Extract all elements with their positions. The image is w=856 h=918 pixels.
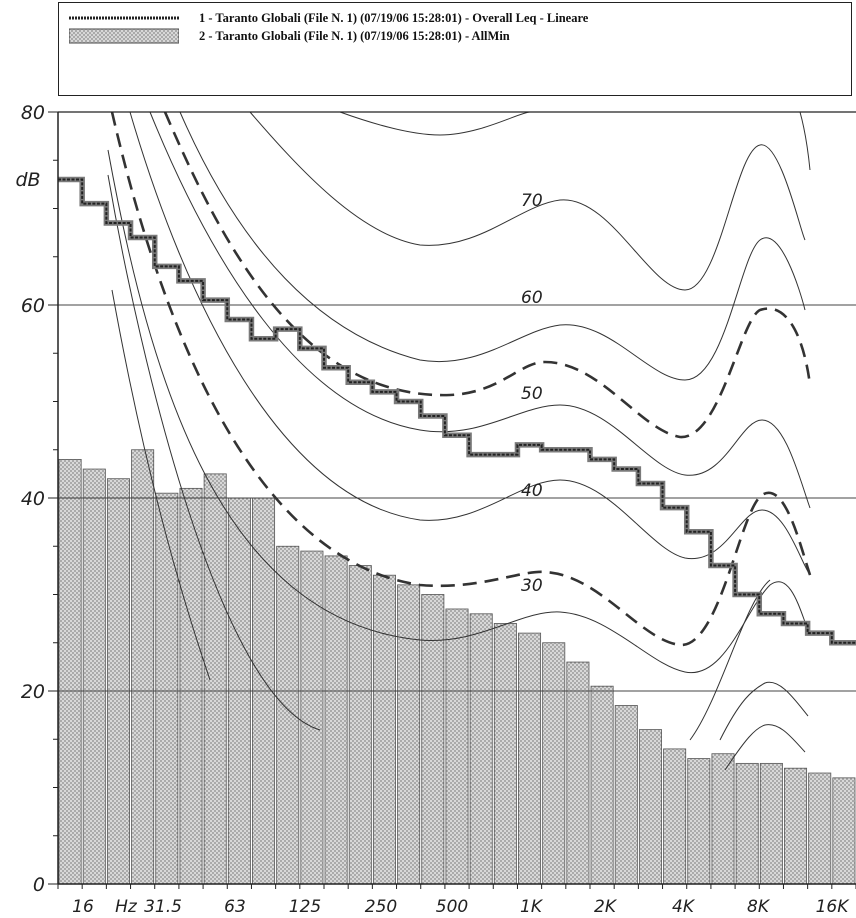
y-tick-label: 20 [21,681,45,703]
bar-allmin [155,492,179,885]
contour-line [107,149,809,674]
bar-allmin [832,777,856,885]
x-tick-label: 31.5 [144,897,182,917]
legend-label-1: 1 - Taranto Globali (File N. 1) (07/19/0… [199,10,589,25]
bar-allmin [372,574,396,885]
bar-allmin [203,473,227,885]
bar-allmin [348,565,372,885]
bar-allmin [566,661,590,885]
contour-line [724,724,806,771]
contour-line [179,111,806,381]
step-line-overall-leq [58,178,856,644]
x-tick-label: 250 [365,897,397,917]
bar-allmin [808,772,832,885]
y-tick-label: 80 [21,102,45,124]
contour-label: 60 [521,288,543,308]
contour-line [107,174,321,731]
contour-label: 40 [521,481,543,501]
bar-allmin [711,753,735,885]
chart-legend: 1 - Taranto Globali (File N. 1) (07/19/0… [58,2,852,96]
bar-allmin [590,685,614,885]
x-tick-label: 16K [816,897,851,917]
contour-label: 70 [521,191,543,211]
contour-line [149,111,811,509]
bar-allmin [58,458,82,885]
contour-label: 50 [521,384,543,404]
bar-allmin [469,613,493,885]
bar-allmin [131,449,155,885]
dashed-contour [110,111,812,647]
y-tick-label: 0 [33,874,45,896]
bar-allmin [421,594,445,885]
bar-allmin [276,545,300,885]
bar-allmin [324,555,348,885]
bar-allmin [614,705,638,885]
bar-allmin [735,762,759,885]
y-tick-label: 40 [21,488,45,510]
contour-line [719,681,809,741]
x-tick-label: 8K [747,897,771,917]
x-tick-label: 4K [672,897,696,917]
contour-line [111,289,211,681]
bar-allmin [493,623,517,885]
x-tick-label: 2K [594,897,618,917]
contour-line [339,111,531,136]
legend-swatch-step-line [69,16,179,20]
y-axis-label: dB [15,169,40,191]
x-tick-label: 125 [289,897,321,917]
x-tick-label: 63 [224,897,246,917]
bar-allmin [445,608,469,885]
legend-swatch-bars [69,28,179,44]
bar-allmin [759,762,783,885]
contour-line [249,111,806,291]
dashed-contour [163,111,812,439]
contour-line [799,111,811,171]
x-tick-label: 16 [72,897,94,917]
x-tick-label: 500 [436,897,468,917]
contour-line [129,111,811,576]
bar-allmin [687,758,711,885]
legend-label-2: 2 - Taranto Globali (File N. 1) (07/19/0… [199,28,510,43]
bar-allmin [784,767,808,885]
x-tick-label: Hz [115,897,138,917]
y-tick-label: 60 [21,295,45,317]
bar-allmin [397,584,421,885]
bar-allmin [82,468,106,885]
bar-allmin [179,487,203,885]
bar-allmin [638,729,662,885]
contour-label: 30 [521,576,543,596]
bar-allmin [663,748,687,885]
bar-allmin [106,478,130,885]
x-tick-label: 1K [520,897,544,917]
contour-line [689,579,771,741]
bar-allmin [542,642,566,885]
bar-allmin [518,632,542,885]
